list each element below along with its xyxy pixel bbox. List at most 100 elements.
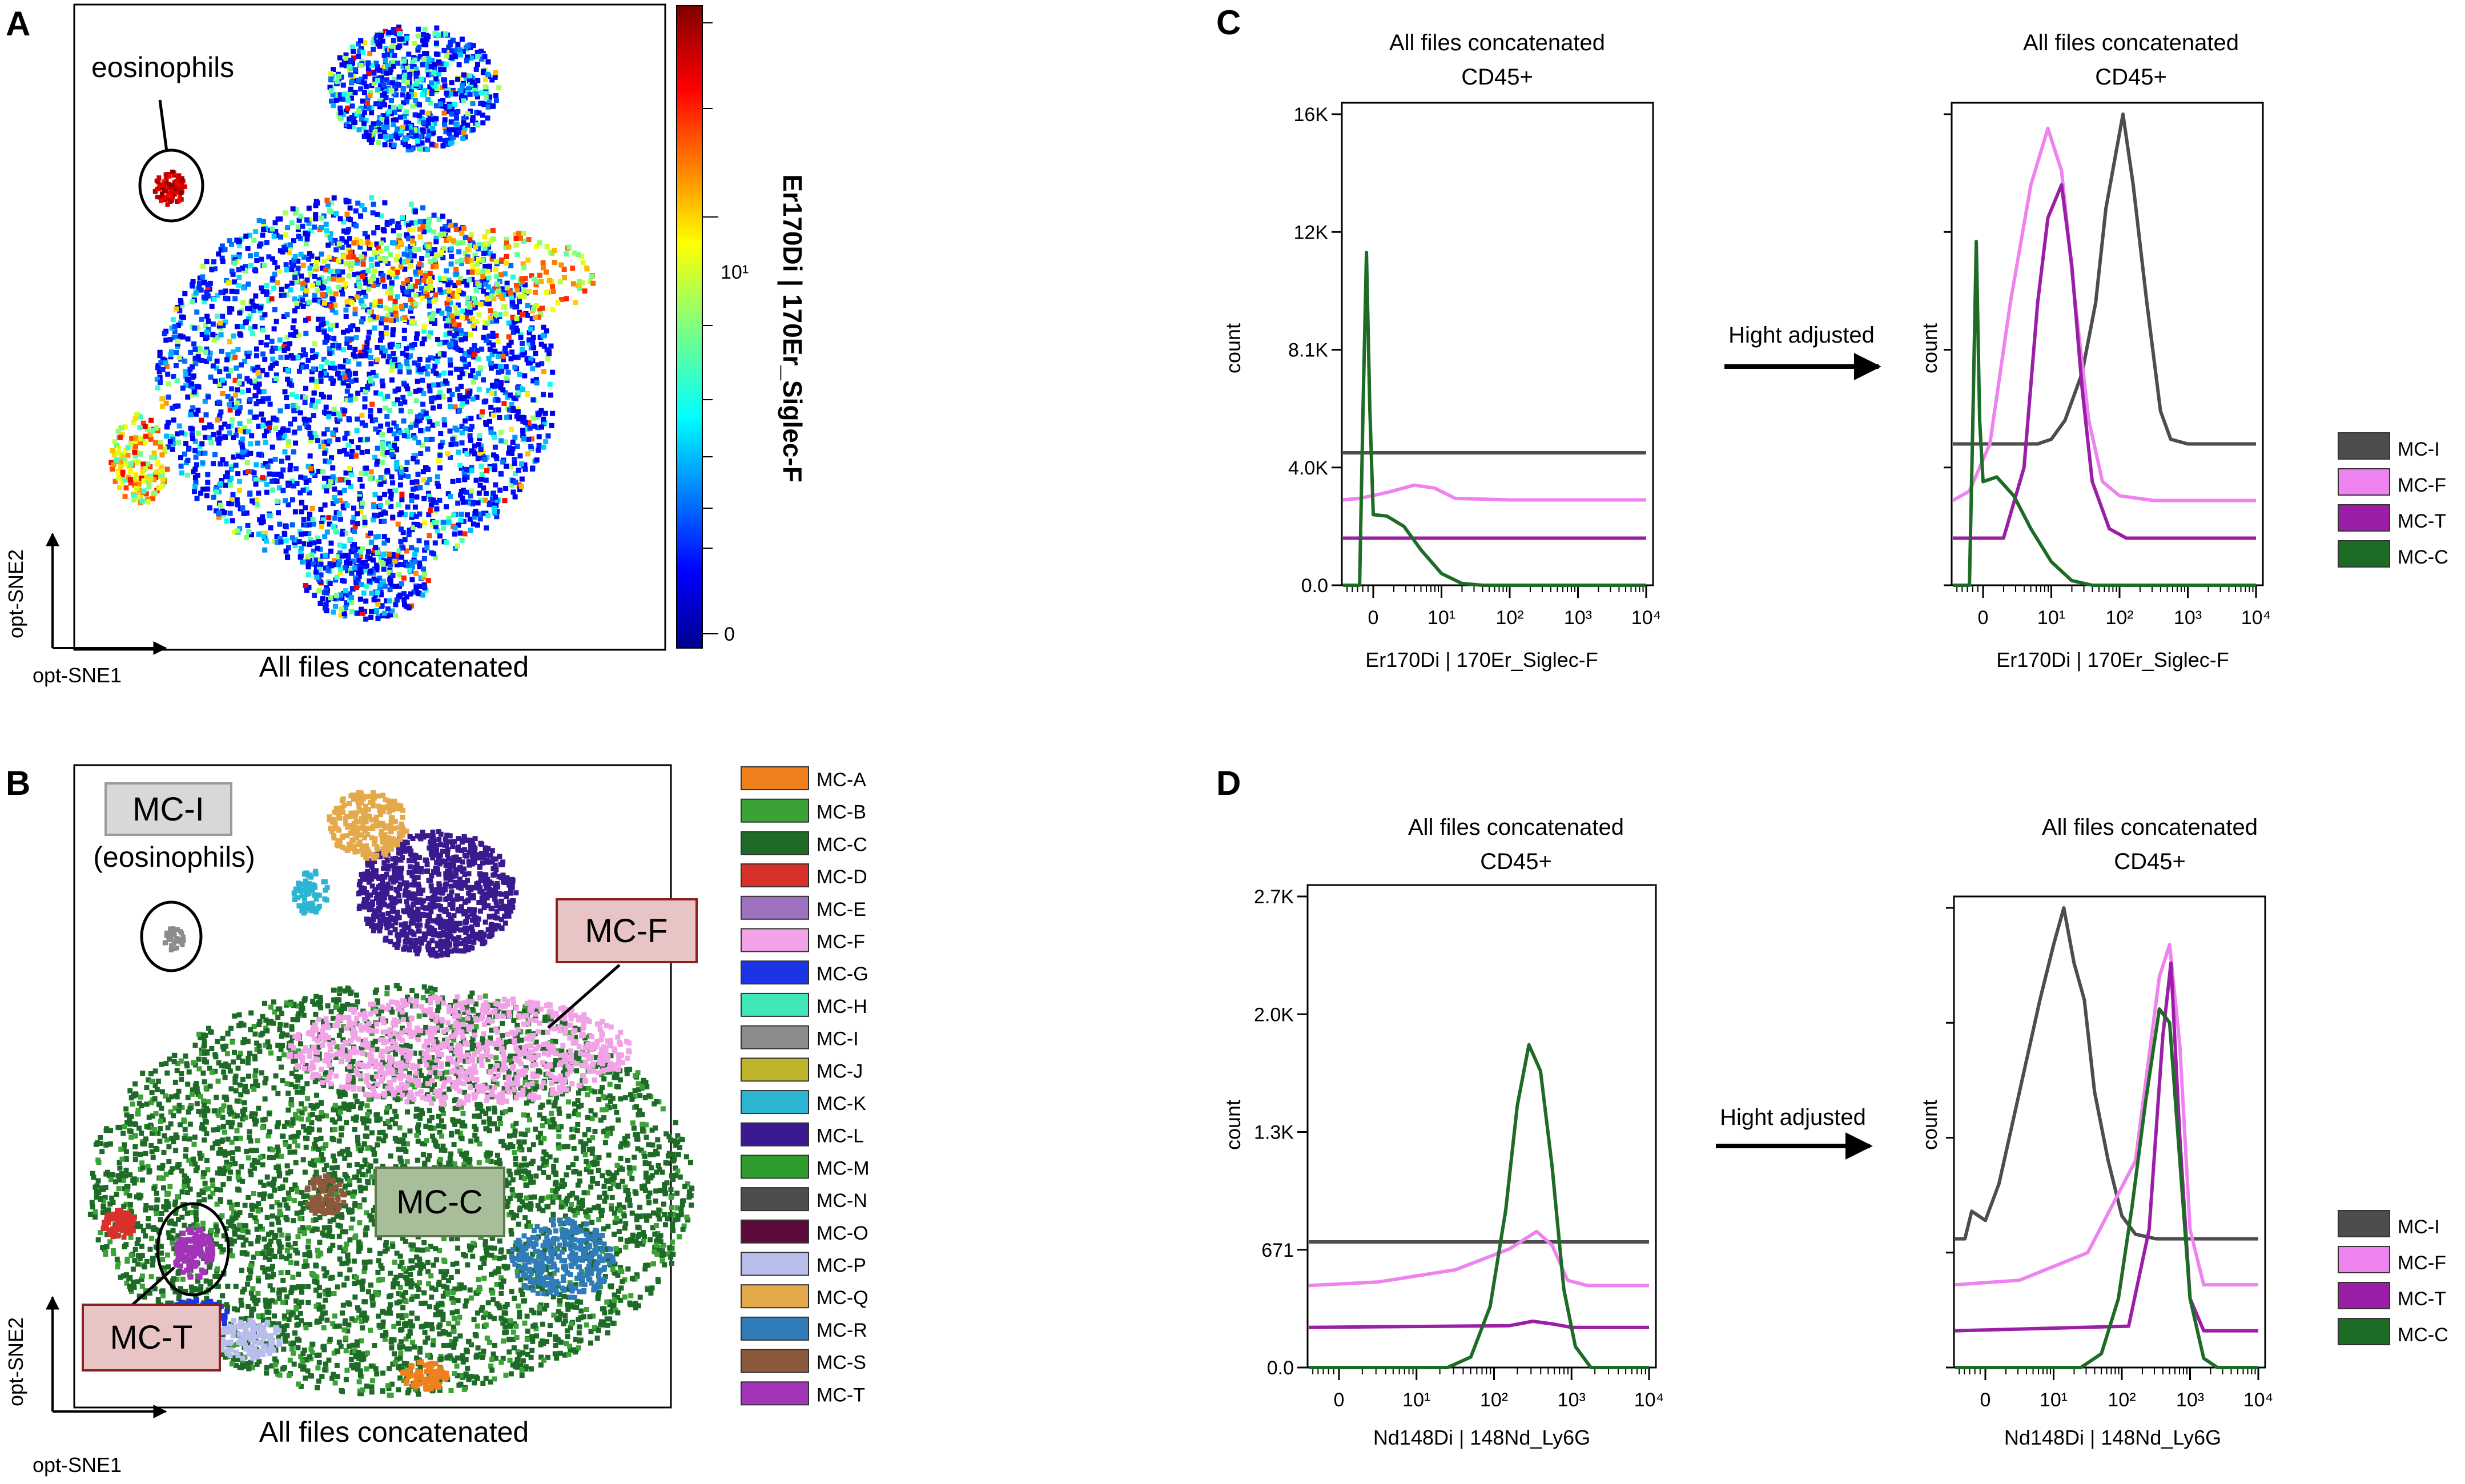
tsne-a-point [323, 601, 329, 607]
tsne-a-point [517, 372, 522, 377]
tsne-a-point [465, 43, 471, 49]
tsne-b-point [594, 1336, 600, 1341]
tsne-a-point [512, 494, 518, 500]
colorbar-tick-0: 0 [724, 624, 735, 645]
tsne-a-point [457, 463, 463, 468]
tsne-a-point [426, 56, 432, 62]
tsne-a-point [417, 133, 423, 139]
tsne-a-point [232, 260, 238, 266]
tsne-b-point [615, 1294, 620, 1300]
tsne-a-point [375, 262, 380, 267]
tsne-a-point [552, 260, 557, 265]
tsne-a-point [425, 224, 431, 230]
tsne-a-point [172, 180, 177, 185]
tsne-a-point [413, 220, 419, 226]
tsne-a-point [344, 239, 349, 245]
tsne-a-point [476, 246, 481, 252]
tsne-a-point [434, 25, 440, 31]
tsne-a-point [282, 449, 288, 455]
tsne-a-point [315, 399, 321, 404]
tsne-a-point [329, 98, 334, 104]
tsne-a-point [425, 147, 431, 152]
tsne-a-point [383, 584, 388, 589]
tsne-a-point [379, 320, 384, 326]
tsne-a-point [378, 423, 384, 429]
tsne-b-point [461, 1037, 467, 1043]
tsne-b-point [89, 1200, 95, 1205]
tsne-a-point [445, 491, 451, 497]
tsne-a-point [281, 314, 287, 319]
tsne-a-point [428, 123, 434, 128]
tsne-b-point [393, 1114, 399, 1120]
tsne-b-point [295, 1234, 301, 1240]
tsne-a-point [368, 256, 374, 262]
tsne-a-point [356, 291, 361, 296]
tsne-a-point [346, 244, 352, 250]
tsne-a-point [313, 569, 319, 575]
tsne-a-point [494, 514, 500, 520]
tsne-b-point [269, 1266, 274, 1272]
tsne-a-point [541, 444, 546, 450]
tsne-a-point [452, 102, 457, 107]
tsne-a-point [379, 33, 384, 38]
tsne-a-point [337, 116, 343, 121]
tsne-a-point [192, 439, 198, 444]
tsne-a-point [410, 241, 416, 247]
tsne-a-point [232, 377, 238, 383]
tsne-a-point [244, 351, 250, 356]
tsne-a-point [409, 235, 415, 241]
tsne-a-point [190, 384, 195, 389]
tsne-a-point [382, 258, 388, 264]
tsne-a-point [283, 548, 289, 554]
tsne-a-point [341, 488, 347, 493]
tsne-a-point [357, 596, 363, 602]
tsne-a-point [333, 98, 339, 103]
tsne-a-point [450, 478, 456, 484]
tsne-a-point [227, 402, 232, 408]
tsne-b-point [146, 1077, 151, 1083]
tsne-a-point [184, 472, 190, 478]
tsne-b-point [488, 1035, 493, 1041]
tsne-a-point [330, 323, 336, 328]
tsne-a-point [301, 517, 307, 522]
tsne-a-point [481, 69, 486, 74]
tsne-b-point [649, 1127, 655, 1133]
tsne-b-point [227, 1068, 233, 1074]
tsne-a-point [392, 443, 397, 448]
tsne-a-point [431, 395, 437, 401]
tsne-b-point [514, 1269, 520, 1274]
tsne-a-point [387, 295, 393, 301]
tsne-a-point [353, 585, 359, 590]
tsne-a-point [293, 207, 299, 213]
tsne-b-point [391, 1337, 397, 1343]
tsne-a-point [337, 449, 343, 455]
tsne-a-point [225, 352, 231, 357]
tsne-a-point [295, 258, 301, 264]
tsne-a-point [381, 578, 386, 584]
tsne-a-point [220, 457, 226, 463]
tsne-a-point [375, 357, 380, 363]
tsne-b-point [397, 1356, 403, 1361]
tsne-a-point [247, 397, 253, 402]
tsne-a-point [349, 570, 355, 576]
tsne-b-point [622, 1225, 628, 1231]
tsne-a-point [151, 450, 157, 456]
tsne-a-point [283, 247, 288, 252]
tsne-a-point [476, 490, 482, 496]
tsne-b-point [538, 1362, 544, 1368]
tsne-a-point [421, 57, 427, 62]
tsne-a-point [380, 277, 386, 283]
tsne-a-point [250, 498, 255, 504]
tsne-a-point [443, 61, 449, 67]
tsne-a-point [537, 272, 542, 278]
tsne-a-point [195, 431, 201, 436]
tsne-a-point [405, 386, 411, 392]
tsne-a-point [489, 391, 494, 396]
tsne-a-point [256, 490, 262, 496]
tsne-a-point [382, 283, 388, 289]
tsne-a-point [375, 445, 380, 451]
tsne-a-point [498, 272, 504, 278]
tsne-b-point [472, 1124, 477, 1129]
tsne-a-point [331, 407, 337, 412]
tsne-a-point [369, 195, 375, 200]
